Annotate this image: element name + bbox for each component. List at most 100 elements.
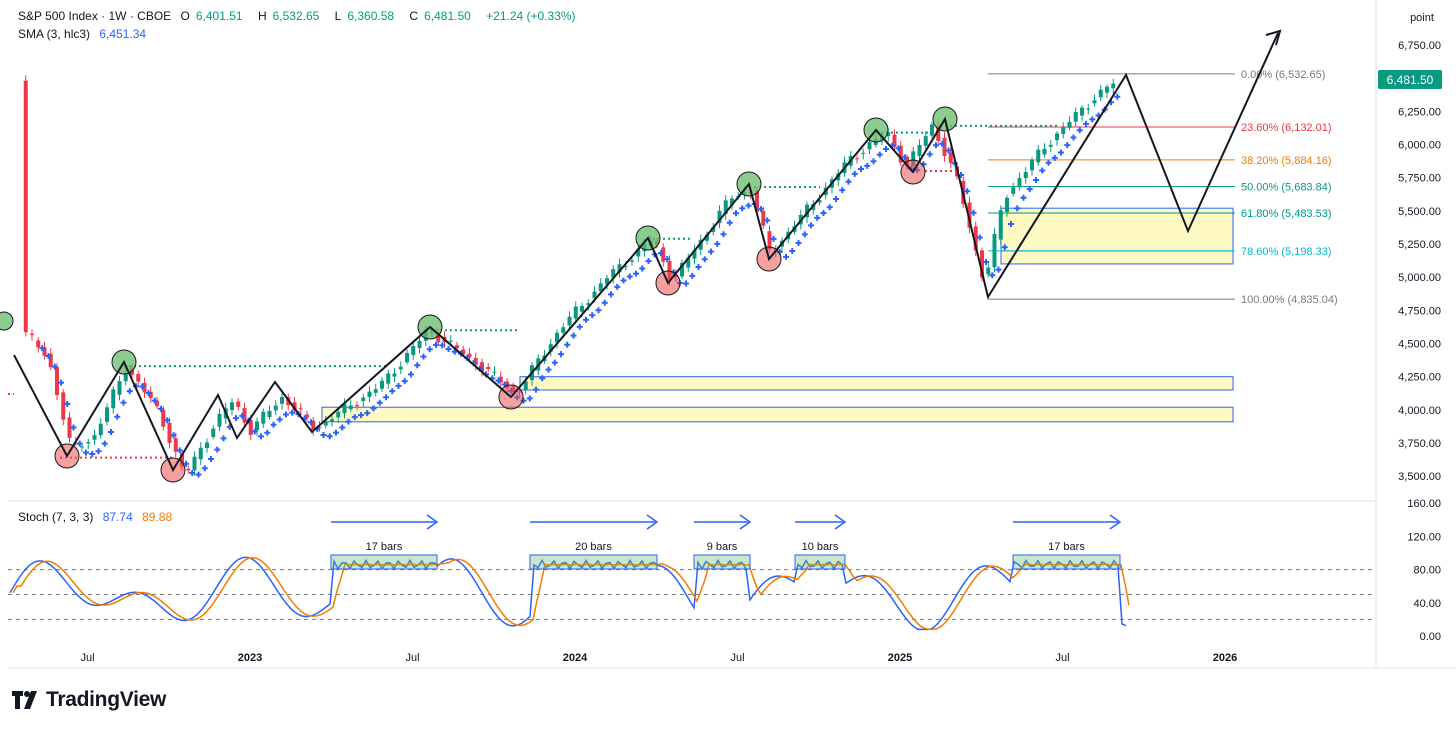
sma-marker (45, 353, 52, 360)
sma-marker (883, 145, 889, 152)
candle-body (605, 278, 609, 285)
candle-body (198, 447, 203, 460)
sma-marker (64, 400, 71, 407)
tradingview-logo[interactable]: TradingView (12, 688, 166, 712)
sma-marker (770, 235, 777, 242)
sma-marker (433, 341, 439, 348)
candle-body (917, 145, 922, 157)
sma-marker (264, 429, 271, 436)
sma-marker (983, 258, 989, 265)
candle-body (1023, 172, 1028, 179)
candle-body (317, 426, 322, 428)
candle-body (86, 442, 91, 444)
last-price-badge (1378, 70, 1442, 89)
sma-marker (764, 217, 771, 224)
sma-marker (151, 397, 158, 404)
candle-body (161, 409, 166, 427)
sma-marker (695, 263, 702, 270)
candle-body (555, 332, 559, 343)
sma-marker (595, 307, 602, 314)
candle-body (711, 227, 716, 232)
candle-body (980, 250, 984, 278)
sma-marker (308, 419, 314, 426)
sma-marker (126, 388, 133, 395)
sma-marker (1026, 186, 1033, 193)
duration-arrowhead (1109, 514, 1122, 530)
candle-body (373, 389, 378, 393)
tradingview-logo-icon (12, 691, 37, 710)
sma-marker (583, 316, 589, 323)
sma-marker (383, 394, 389, 401)
candle-body (1111, 83, 1116, 89)
candle-body (230, 402, 234, 410)
demand-zone (321, 406, 1234, 423)
candle-body (1061, 126, 1066, 134)
candle-body (936, 125, 941, 142)
candle-body (480, 362, 484, 372)
candle-body (173, 438, 178, 452)
sma-marker (320, 431, 327, 438)
candle-body (455, 345, 459, 349)
sma-marker (795, 239, 802, 246)
ohlc-close: C 6,481.50 (409, 9, 471, 23)
candle-body (717, 210, 722, 223)
bar-count-label: 20 bars (575, 541, 612, 553)
overbought-period-box (1012, 554, 1121, 570)
sma-marker (1039, 167, 1046, 174)
sma-marker (576, 323, 583, 330)
time-tick-label: 2026 (1213, 652, 1237, 664)
sma-marker (83, 449, 89, 456)
candle-body (592, 291, 597, 299)
sma-marker (639, 265, 646, 272)
sma-marker (626, 273, 633, 280)
candle-body (30, 333, 34, 336)
sma-marker (701, 256, 708, 263)
sma-marker (633, 270, 639, 277)
candle-body (680, 262, 684, 277)
overbought-period-box (529, 554, 658, 570)
price-unit-label: point (1410, 12, 1434, 24)
last-price-text: 6,481.50 (1387, 73, 1434, 87)
candle-body (467, 353, 472, 357)
candle-body (630, 260, 634, 262)
demand-zone (519, 376, 1234, 391)
sma-legend[interactable]: SMA (3, hlc3) 6,451.34 (18, 27, 152, 41)
candle-body (636, 248, 641, 257)
time-tick-label: 2024 (563, 652, 588, 664)
sma-marker (901, 154, 908, 161)
candle-body (336, 411, 341, 418)
candle-body (392, 373, 397, 377)
candle-body (486, 366, 491, 370)
candle-body (342, 403, 347, 414)
candle-body (730, 198, 734, 206)
sma-marker (183, 460, 189, 467)
candle-body (1048, 144, 1053, 147)
sma-marker (789, 247, 796, 254)
candle-body (855, 158, 859, 160)
sma-marker (408, 371, 414, 378)
candle-body (1017, 178, 1022, 186)
sma-marker (239, 412, 246, 419)
candle-body (861, 152, 866, 154)
price-tick-label: 4,750.00 (1398, 305, 1441, 317)
bar-count-label: 17 bars (1048, 541, 1085, 553)
sma-marker (664, 255, 671, 262)
stoch-legend[interactable]: Stoch (7, 3, 3) 87.74 89.88 (18, 510, 178, 524)
time-tick-label: Jul (405, 652, 419, 664)
sma-marker (1020, 194, 1027, 201)
candle-body (1098, 89, 1103, 98)
candle-body (692, 250, 697, 259)
candle-body (473, 357, 478, 365)
price-tick-label: 6,750.00 (1398, 40, 1441, 52)
fib-level-label: 23.60% (6,132.01) (1241, 122, 1332, 134)
sma-marker (1076, 127, 1083, 134)
sma-marker (270, 421, 277, 428)
sma-marker (76, 440, 83, 447)
candle-body (967, 202, 972, 228)
candle-body (167, 422, 172, 443)
candle-body (217, 413, 222, 427)
sma-marker (589, 312, 596, 319)
sma-marker (1114, 93, 1121, 100)
sma-marker (395, 382, 402, 389)
